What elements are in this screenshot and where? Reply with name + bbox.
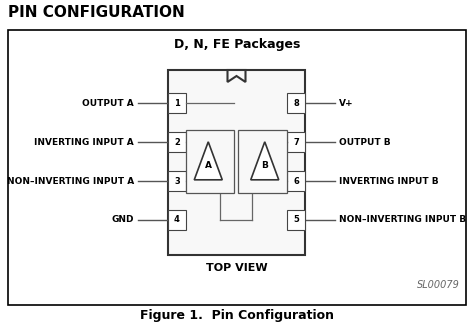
Bar bbox=[186, 130, 235, 193]
Text: NON–INVERTING INPUT B: NON–INVERTING INPUT B bbox=[339, 215, 466, 224]
Polygon shape bbox=[194, 142, 222, 180]
Bar bbox=[8, 30, 466, 305]
Text: PIN CONFIGURATION: PIN CONFIGURATION bbox=[8, 5, 185, 20]
Text: NON–INVERTING INPUT A: NON–INVERTING INPUT A bbox=[7, 177, 134, 186]
Bar bbox=[168, 171, 186, 191]
Text: 6: 6 bbox=[293, 177, 299, 186]
Bar bbox=[287, 171, 305, 191]
Bar bbox=[168, 210, 186, 230]
Text: INVERTING INPUT A: INVERTING INPUT A bbox=[34, 138, 134, 147]
Bar bbox=[168, 132, 186, 152]
Text: 2: 2 bbox=[174, 138, 180, 147]
Text: V+: V+ bbox=[339, 99, 354, 108]
Text: D, N, FE Packages: D, N, FE Packages bbox=[174, 38, 300, 51]
Text: 8: 8 bbox=[293, 99, 299, 108]
Text: INVERTING INPUT B: INVERTING INPUT B bbox=[339, 177, 438, 186]
Text: B: B bbox=[261, 161, 268, 170]
Text: 4: 4 bbox=[174, 215, 180, 224]
Text: GND: GND bbox=[111, 215, 134, 224]
Text: TOP VIEW: TOP VIEW bbox=[206, 263, 268, 273]
Polygon shape bbox=[251, 142, 279, 180]
Bar bbox=[287, 210, 305, 230]
Bar bbox=[168, 70, 305, 255]
Text: OUTPUT B: OUTPUT B bbox=[339, 138, 391, 147]
Text: SL00079: SL00079 bbox=[417, 280, 460, 290]
Bar bbox=[287, 132, 305, 152]
Polygon shape bbox=[228, 70, 246, 82]
Text: 5: 5 bbox=[293, 215, 299, 224]
Bar bbox=[168, 93, 186, 113]
Text: 3: 3 bbox=[174, 177, 180, 186]
Text: OUTPUT A: OUTPUT A bbox=[82, 99, 134, 108]
Bar bbox=[287, 93, 305, 113]
Text: A: A bbox=[205, 161, 212, 170]
Text: 7: 7 bbox=[293, 138, 299, 147]
Text: 1: 1 bbox=[174, 99, 180, 108]
Bar bbox=[238, 130, 287, 193]
Text: Figure 1.  Pin Configuration: Figure 1. Pin Configuration bbox=[140, 309, 334, 322]
